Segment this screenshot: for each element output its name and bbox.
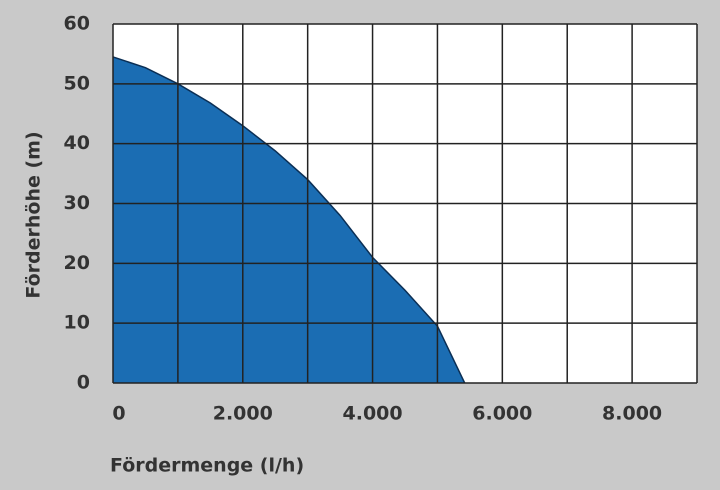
y-axis-label: Förderhöhe (m) [23, 131, 45, 298]
y-tick-label: 30 [64, 192, 90, 214]
x-tick-label: 0 [112, 403, 125, 425]
x-tick-label: 8.000 [602, 403, 662, 425]
y-tick-label: 40 [64, 132, 90, 154]
x-tick-label: 4.000 [343, 403, 403, 425]
y-tick-label: 20 [64, 252, 90, 274]
curve [112, 56, 466, 384]
y-tick-label: 60 [64, 13, 90, 35]
x-tick-label: 2.000 [213, 403, 273, 425]
y-tick-label: 50 [64, 72, 90, 94]
y-tick-label: 0 [77, 372, 90, 394]
y-tick-label: 10 [64, 312, 90, 334]
x-tick-label: 6.000 [472, 403, 532, 425]
x-axis-label: Fördermenge (l/h) [110, 455, 304, 477]
area [113, 56, 465, 384]
